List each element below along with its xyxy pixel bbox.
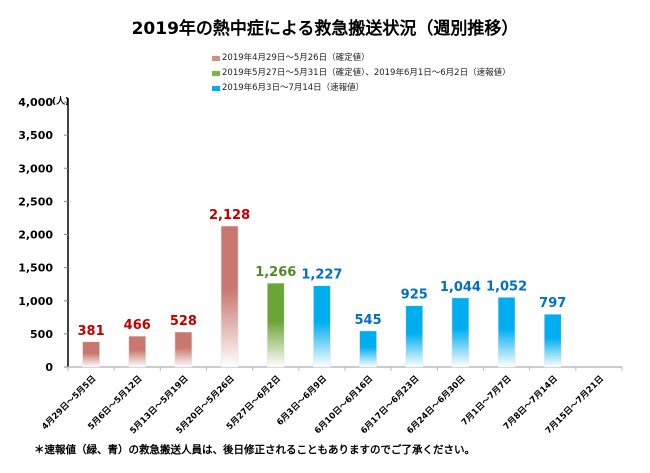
bar bbox=[82, 341, 100, 368]
y-tick-label: 4,000 bbox=[18, 96, 53, 109]
legend-item: 2019年6月3日～7月14日（速報値） bbox=[212, 81, 511, 96]
y-tick-label: 3,500 bbox=[18, 129, 53, 142]
data-label: 466 bbox=[124, 318, 151, 333]
y-tick-label: 1,000 bbox=[18, 295, 53, 308]
data-label: 1,266 bbox=[255, 265, 296, 280]
data-label: 381 bbox=[78, 324, 105, 339]
legend-item: 2019年4月29日～5月26日（確定値） bbox=[212, 51, 511, 66]
legend-label: 2019年6月3日～7月14日（速報値） bbox=[222, 83, 365, 93]
chart-title: 2019年の熱中症による救急搬送状況（週別推移） bbox=[131, 19, 519, 39]
bar bbox=[359, 330, 377, 368]
data-label: 528 bbox=[170, 314, 197, 329]
y-tick-label: 0 bbox=[45, 361, 53, 374]
data-label: 797 bbox=[539, 296, 566, 311]
legend-swatch-confirmed bbox=[212, 56, 220, 61]
data-label: 1,044 bbox=[440, 280, 481, 295]
y-tick-label: 1,500 bbox=[18, 262, 53, 275]
legend-swatch-preliminary bbox=[212, 86, 220, 91]
data-label: 1,052 bbox=[486, 279, 527, 294]
category-labels: 4月29日～5月5日5月6日～5月12日5月13日～5月19日5月20日～5月2… bbox=[40, 374, 606, 436]
category-label: 6月3日～6月9日 bbox=[275, 374, 329, 428]
bar bbox=[266, 282, 285, 368]
x-axis bbox=[67, 366, 623, 371]
legend-item: 2019年5月27日～5月31日（確定値）、2019年6月1日～6月2日（速報値… bbox=[212, 66, 511, 81]
bar bbox=[128, 335, 147, 368]
bar bbox=[220, 225, 239, 368]
bar bbox=[543, 313, 562, 368]
bar bbox=[497, 297, 516, 368]
y-axis-unit-label: (人) bbox=[52, 95, 69, 107]
bar bbox=[405, 305, 424, 368]
y-tick-label: 2,000 bbox=[18, 229, 53, 242]
chart-legend: 2019年4月29日～5月26日（確定値） 2019年5月27日～5月31日（確… bbox=[212, 51, 511, 96]
data-label: 925 bbox=[401, 288, 428, 303]
y-tick-label: 2,500 bbox=[18, 195, 53, 208]
footnote: ＊速報値（緑、青）の救急搬送人員は、後日修正されることもありますのでご了承くださ… bbox=[34, 444, 475, 456]
bar bbox=[451, 297, 470, 368]
bars bbox=[82, 225, 562, 368]
data-label: 545 bbox=[355, 313, 382, 328]
bar bbox=[174, 331, 193, 368]
category-label: 7月1日～7月7日 bbox=[460, 374, 514, 428]
legend-label: 2019年5月27日～5月31日（確定値）、2019年6月1日～6月2日（速報値… bbox=[222, 68, 511, 78]
y-tick-label: 3,000 bbox=[18, 162, 53, 175]
bar bbox=[313, 285, 331, 368]
y-axis: 0 500 1,000 1,500 2,000 2,500 3,000 3,500 4,000 bbox=[18, 96, 69, 374]
y-tick-label: 500 bbox=[30, 328, 53, 341]
data-labels: 381 466 528 2,128 1,266 1,227 545 925 1,044 1,052… bbox=[78, 208, 567, 339]
legend-label: 2019年4月29日～5月26日（確定値） bbox=[222, 53, 370, 63]
legend-swatch-mixed bbox=[212, 71, 220, 76]
data-label: 2,128 bbox=[209, 208, 250, 223]
data-label: 1,227 bbox=[301, 268, 342, 283]
